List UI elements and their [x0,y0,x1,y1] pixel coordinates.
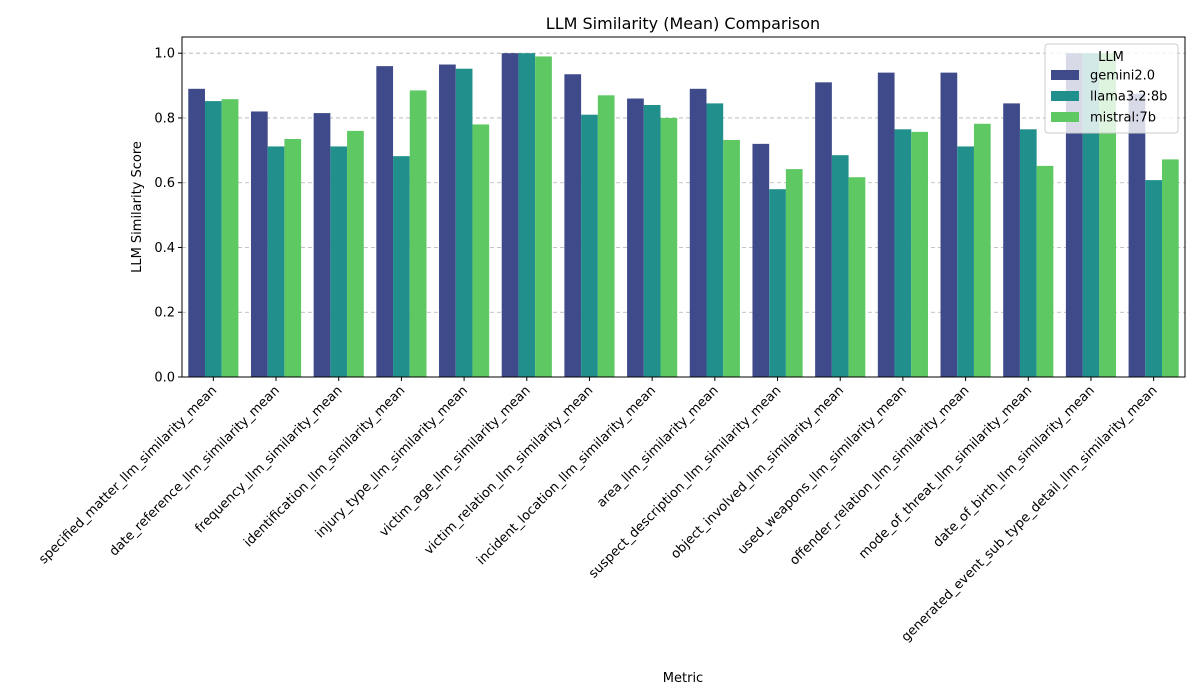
bar-llama3-2-8b [1082,53,1100,377]
legend-label: gemini2.0 [1090,69,1155,84]
bar-llama3-2-8b [267,146,285,377]
bar-gemini2-0 [1003,103,1020,377]
chart-title: LLM Similarity (Mean) Comparison [546,14,820,33]
bar-mistral-7b [597,95,615,377]
bar-mistral-7b [284,139,302,377]
bar-llama3-2-8b [1019,129,1037,377]
bar-mistral-7b [221,99,239,378]
bar-mistral-7b [1099,53,1117,377]
bar-llama3-2-8b [769,189,786,377]
bar-gemini2-0 [313,113,331,377]
bar-mistral-7b [472,124,490,378]
bar-gemini2-0 [439,64,456,378]
bar-gemini2-0 [752,143,770,377]
bar-mistral-7b [1036,165,1054,377]
x-axis-label: Metric [663,671,703,686]
y-tick-label: 1.0 [154,47,175,62]
bar-mistral-7b [660,117,678,377]
bar-llama3-2-8b [1145,180,1163,377]
y-tick-label: 0.4 [154,241,175,256]
bar-mistral-7b [723,139,740,377]
bar-gemini2-0 [815,82,832,377]
bar-llama3-2-8b [706,103,724,377]
bar-gemini2-0 [689,88,707,377]
legend-label: llama3.2:8b [1090,90,1167,105]
bar-gemini2-0 [877,72,895,378]
bar-mistral-7b [911,131,928,377]
bar-llama3-2-8b [393,156,410,377]
bar-llama3-2-8b [204,101,222,378]
bar-mistral-7b [785,169,803,377]
legend-box [1044,43,1179,134]
bar-gemini2-0 [188,88,205,377]
bar-mistral-7b [409,90,427,378]
legend-swatch [1051,91,1079,101]
bar-gemini2-0 [501,53,519,377]
bar-llama3-2-8b [330,146,348,377]
y-tick-label: 0.0 [154,371,175,386]
y-tick-label: 0.6 [154,176,175,191]
bar-mistral-7b [973,123,991,377]
bar-gemini2-0 [376,66,394,377]
bar-mistral-7b [848,177,866,377]
bar-gemini2-0 [1128,93,1146,378]
bar-llama3-2-8b [957,146,974,377]
bar-mistral-7b [1162,159,1179,377]
bar-llama3-2-8b [894,129,912,377]
x-tick-label: area_llm_similarity_mean [594,383,721,510]
x-axis: specified_matter_llm_similarity_meandate… [36,377,1160,645]
bar-gemini2-0 [940,72,958,378]
legend: LLM gemini2.0 llama3.2:8b mistral:7b [1044,43,1179,134]
y-tick-label: 0.2 [154,306,175,321]
bar-gemini2-0 [1065,53,1083,377]
bar-mistral-7b [347,130,364,377]
plot-frame [181,36,1186,378]
bar-llama3-2-8b [455,68,473,377]
bar-llama3-2-8b [581,114,598,378]
y-tick-label: 0.8 [154,111,175,126]
legend-swatch [1051,70,1079,80]
bar-gemini2-0 [250,111,268,377]
legend-label: mistral:7b [1090,111,1156,126]
bar-llama3-2-8b [643,105,661,377]
y-axis-label: LLM Similarity Score [130,141,145,273]
y-axis: 0.0 0.2 0.4 0.6 0.8 1.0 [154,47,182,386]
legend-title: LLM [1098,50,1124,65]
bars [188,53,1179,378]
bar-llama3-2-8b [518,53,536,377]
bar-gemini2-0 [564,74,582,378]
legend-items: gemini2.0 llama3.2:8b mistral:7b [1051,69,1167,126]
bar-gemini2-0 [627,98,644,378]
bar-llama3-2-8b [831,155,849,377]
legend-swatch [1051,112,1079,122]
bar-mistral-7b [535,56,552,378]
